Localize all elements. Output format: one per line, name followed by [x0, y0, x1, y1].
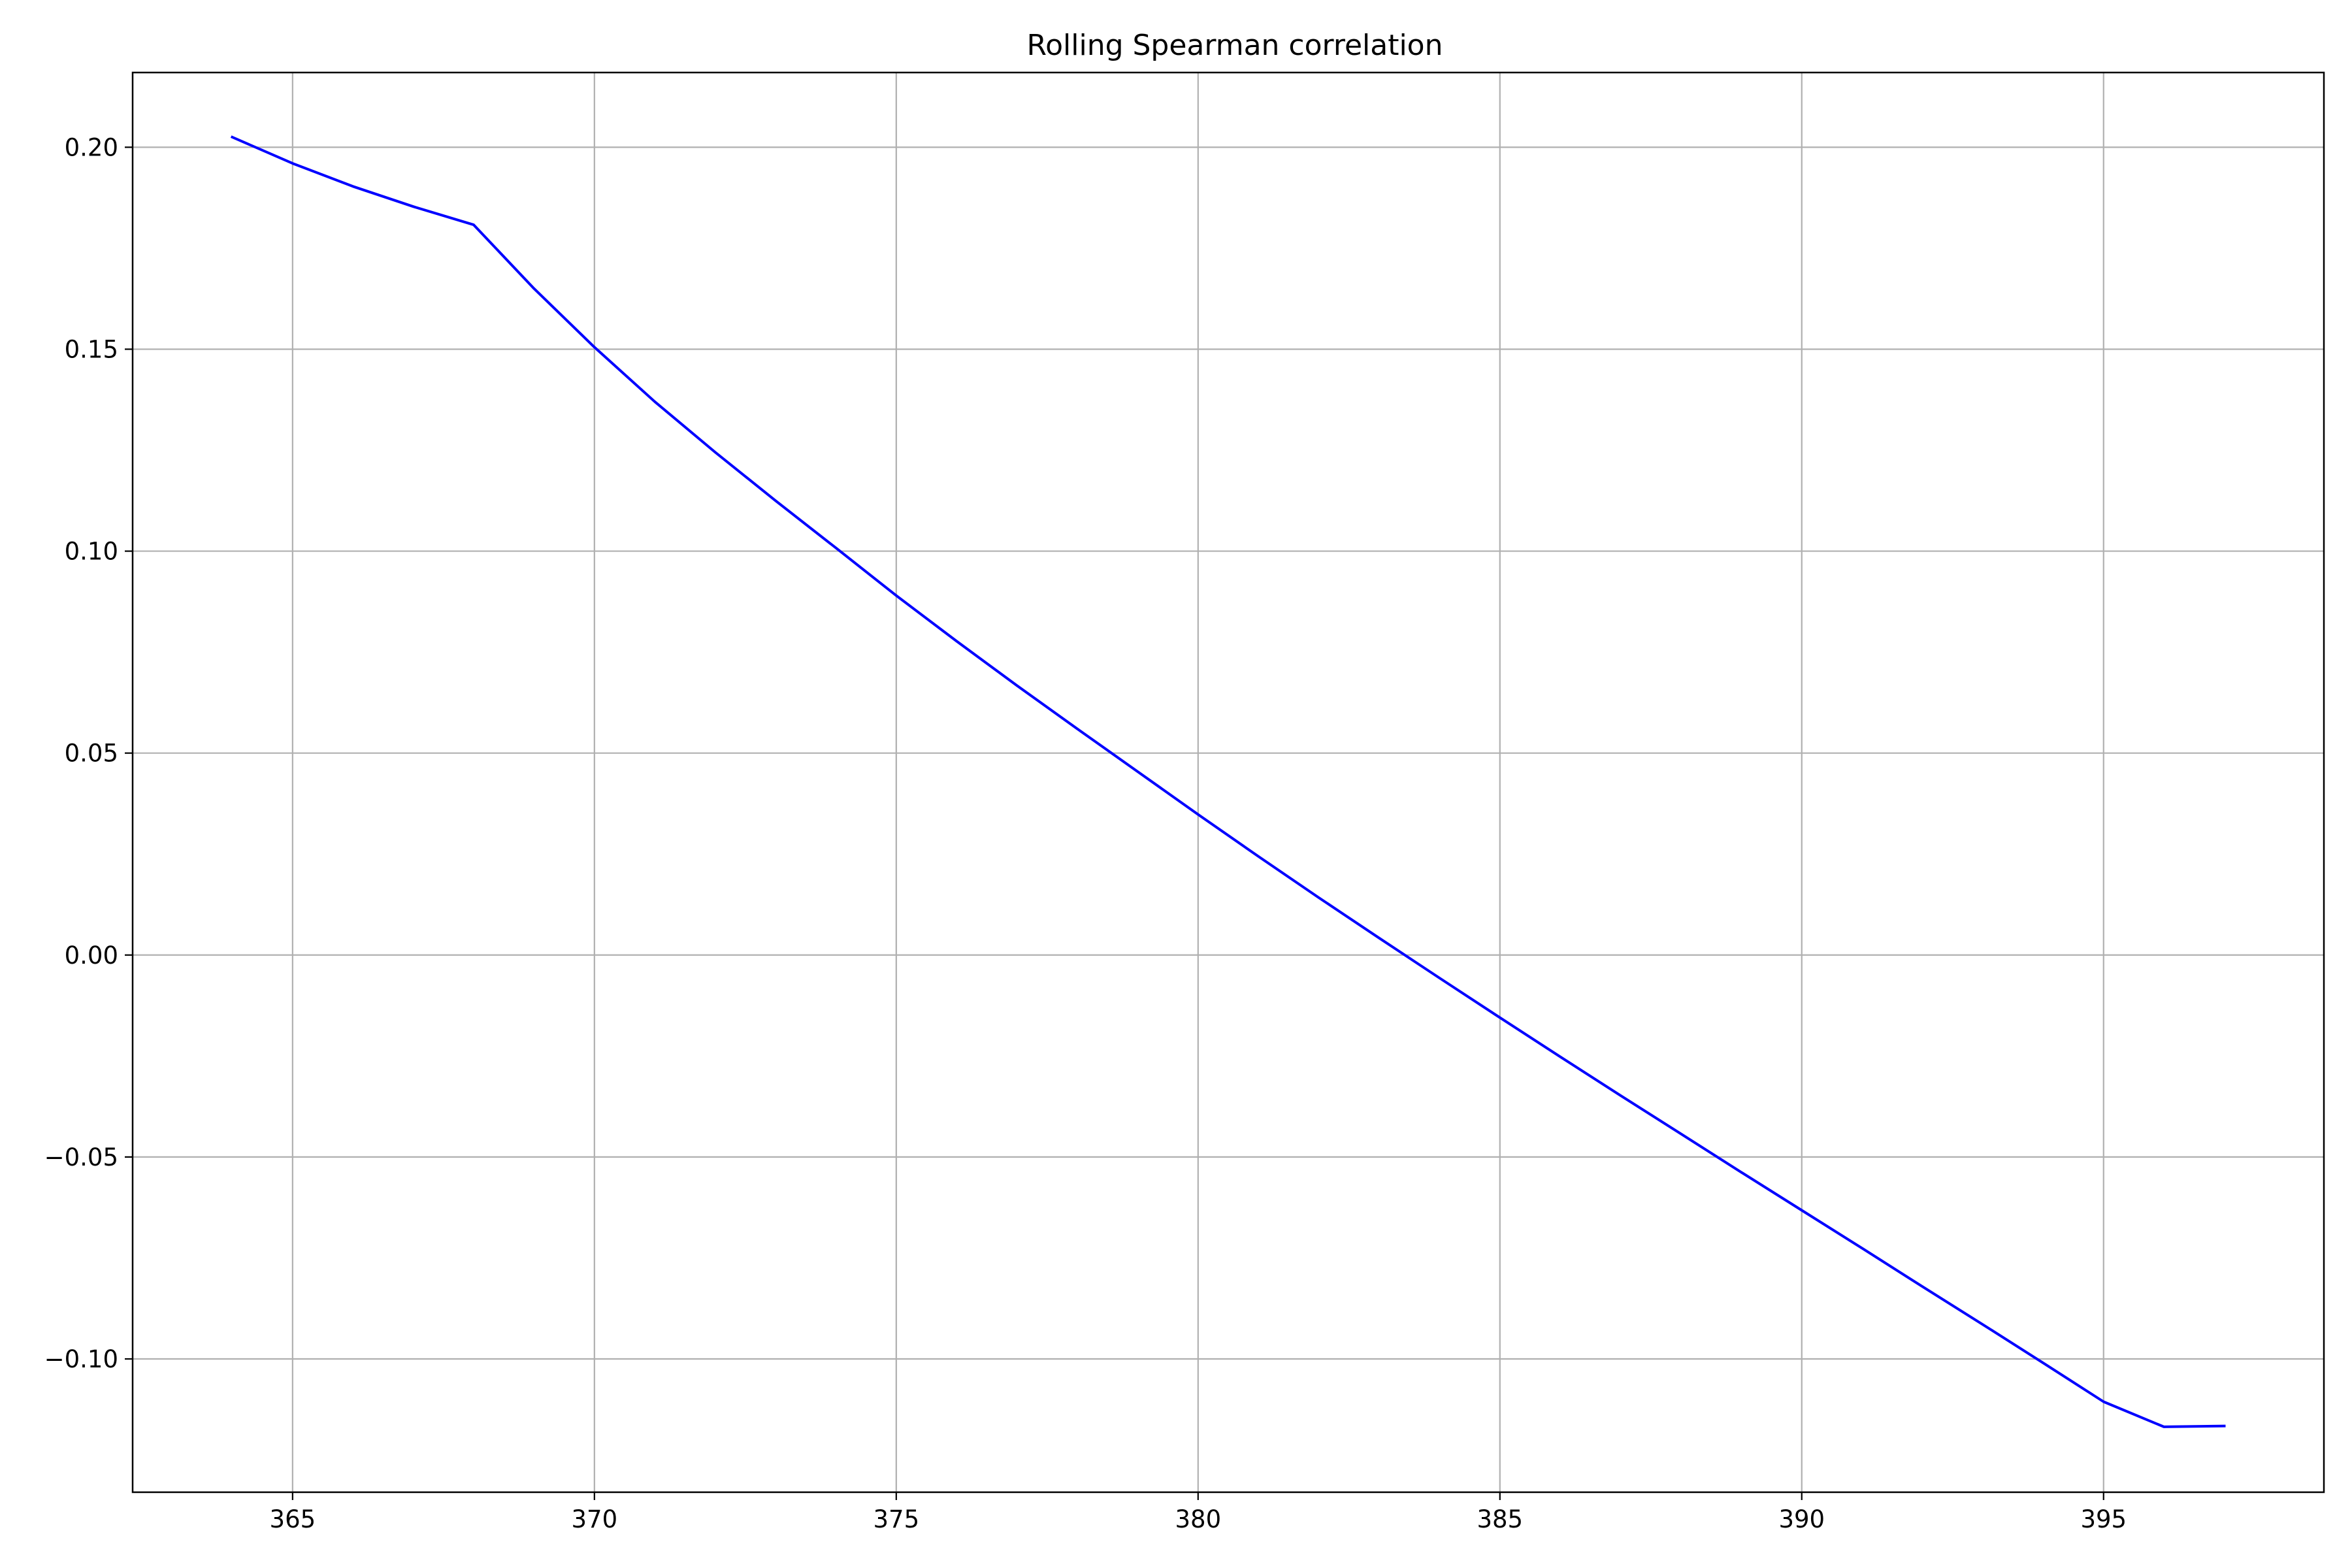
- y-tick-label: −0.05: [44, 1143, 118, 1171]
- grid-lines: [133, 73, 2324, 1492]
- x-tick-label: 375: [874, 1505, 920, 1533]
- y-tick-label: 0.10: [65, 538, 118, 566]
- y-tick-label: 0.20: [65, 133, 118, 161]
- x-tick-label: 370: [572, 1505, 618, 1533]
- plot-frame: [131, 71, 2325, 1494]
- x-tick-label: 395: [2080, 1505, 2127, 1533]
- x-tick-label: 380: [1175, 1505, 1221, 1533]
- x-tick-label: 390: [1778, 1505, 1825, 1533]
- y-tick-label: 0.00: [65, 941, 118, 970]
- series-layer: [230, 135, 2226, 1428]
- axis-ticks: 365 370 375 380 385 390 395 0.20 0.15 0.10 0.05 0.0…: [44, 133, 2127, 1533]
- y-tick-label: 0.15: [65, 335, 118, 363]
- chart-title: Rolling Spearman correlation: [1027, 29, 1443, 62]
- y-tick-label: −0.10: [44, 1345, 118, 1373]
- y-tick-label: 0.05: [65, 740, 118, 768]
- series-line: [230, 135, 2226, 1428]
- x-tick-label: 365: [270, 1505, 316, 1533]
- x-tick-label: 385: [1477, 1505, 1523, 1533]
